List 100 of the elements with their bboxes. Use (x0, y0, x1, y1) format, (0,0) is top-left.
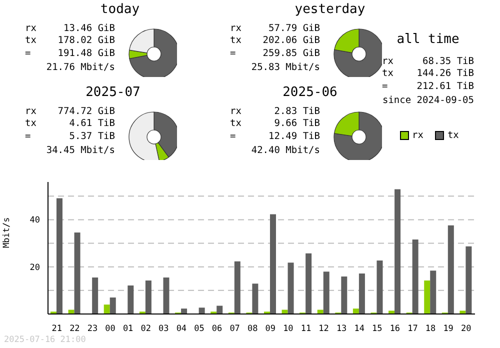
text: 25.83 Mbit/s (250, 62, 320, 73)
bar (341, 276, 348, 314)
text: rx (25, 106, 36, 118)
text: 774.72 GiB (58, 106, 115, 118)
bar (424, 280, 430, 314)
donut-slice (334, 28, 382, 77)
x-tick-label: 20 (460, 324, 472, 334)
text: 144.26 TiB (416, 68, 474, 79)
bar (56, 198, 62, 314)
chart-title: today (99, 2, 141, 17)
text: tx (230, 34, 242, 46)
x-tick-label: 14 (354, 324, 364, 334)
text: rx (382, 56, 394, 68)
text: = (382, 81, 388, 92)
text: 12.49 TiB (268, 131, 320, 142)
text: 212.61 TiB (416, 81, 474, 92)
x-tick-label: 12 (318, 324, 329, 334)
bar (270, 214, 276, 314)
x-tick-label: 15 (372, 324, 382, 334)
bar (216, 306, 223, 314)
text: = (230, 48, 236, 60)
bar (74, 232, 80, 314)
x-tick-label: 10 (283, 324, 294, 334)
bar (388, 310, 395, 314)
text: 191.48 GiB (58, 48, 115, 60)
x-tick-label: 21 (52, 324, 62, 334)
x-tick-label: 22 (70, 324, 80, 334)
text: tx (230, 118, 242, 129)
x-tick-label: 23 (87, 324, 98, 334)
text: 21.76 Mbit/s (45, 62, 115, 73)
x-tick-label: 11 (300, 324, 312, 334)
bar (92, 277, 98, 314)
x-tick-label: 04 (176, 324, 187, 334)
text: = (25, 48, 31, 60)
donut-slice (334, 112, 382, 160)
x-tick-label: 17 (408, 324, 418, 334)
text: tx (25, 34, 36, 46)
x-tick-label: 18 (425, 324, 436, 334)
bar (198, 308, 205, 314)
text: 57.79 GiB (268, 23, 320, 34)
x-tick-label: 02 (140, 324, 151, 334)
bar (128, 285, 134, 314)
x-tick-label: 13 (336, 324, 347, 334)
text: 178.02 GiB (58, 34, 115, 46)
bar (323, 272, 330, 314)
text: tx (25, 118, 36, 129)
text: 68.35 TiB (422, 56, 474, 68)
bar (352, 308, 359, 314)
text: 13.46 GiB (64, 23, 115, 34)
donut-slice (129, 28, 177, 77)
bar (288, 262, 294, 314)
x-tick-label: 16 (390, 324, 400, 334)
bar (376, 260, 383, 314)
bar (466, 246, 472, 314)
text: 9.66 TiB (274, 118, 320, 129)
chart-title: 2025-06 (282, 85, 338, 100)
chart-title: 2025-07 (84, 85, 142, 100)
bar (394, 189, 401, 314)
text: = (230, 131, 236, 142)
x-tick-label: 03 (158, 324, 169, 334)
text: 4.61 TiB (69, 118, 115, 129)
text: 2.83 TiB (274, 106, 320, 118)
x-tick-label: 08 (247, 324, 258, 334)
bar (430, 270, 436, 314)
text: = (25, 131, 31, 142)
x-tick-label: 09 (265, 324, 276, 334)
y-axis-title: Mbit/s (2, 217, 12, 248)
bar (412, 240, 418, 314)
text: 202.06 GiB (262, 34, 320, 46)
bar (358, 273, 365, 314)
text: all time (396, 32, 460, 47)
bar (234, 261, 240, 314)
bar (460, 310, 466, 314)
bar (448, 225, 454, 314)
text: 5.37 TiB (69, 131, 115, 142)
text: 42.40 Mbit/s (250, 144, 320, 156)
x-tick-label: 01 (122, 324, 134, 334)
x-tick-label: 07 (230, 324, 240, 334)
text: rx (230, 23, 242, 34)
text: rx (230, 106, 242, 118)
bar (110, 298, 116, 314)
x-tick-label: 05 (194, 324, 204, 334)
x-tick-label: 00 (105, 324, 116, 334)
legend-label: rx (411, 130, 424, 141)
bar (252, 284, 258, 314)
bar (306, 253, 312, 314)
chart-title: yesterday (294, 2, 366, 17)
bar (163, 277, 170, 314)
text: 259.85 GiB (262, 48, 320, 60)
x-tick-label: 06 (212, 324, 222, 334)
text: rx (25, 23, 36, 34)
text: tx (382, 68, 394, 79)
x-tick-label: 19 (443, 324, 454, 334)
legend-label: tx (446, 130, 459, 141)
bar (181, 308, 188, 314)
bar (145, 280, 152, 314)
y-tick-label: 40 (30, 216, 40, 226)
bar (104, 304, 110, 314)
text: since 2024-09-05 (382, 94, 474, 106)
text: 34.45 Mbit/s (45, 144, 115, 156)
